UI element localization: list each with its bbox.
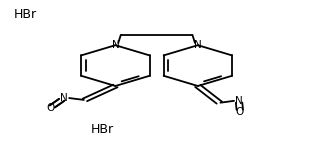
Text: O: O <box>236 107 244 117</box>
Text: HBr: HBr <box>91 123 114 136</box>
Text: N: N <box>194 40 202 50</box>
Text: O: O <box>46 103 55 113</box>
Text: N: N <box>235 96 243 106</box>
Text: N: N <box>60 93 68 103</box>
Text: HBr: HBr <box>14 8 37 21</box>
Text: N: N <box>111 40 119 50</box>
